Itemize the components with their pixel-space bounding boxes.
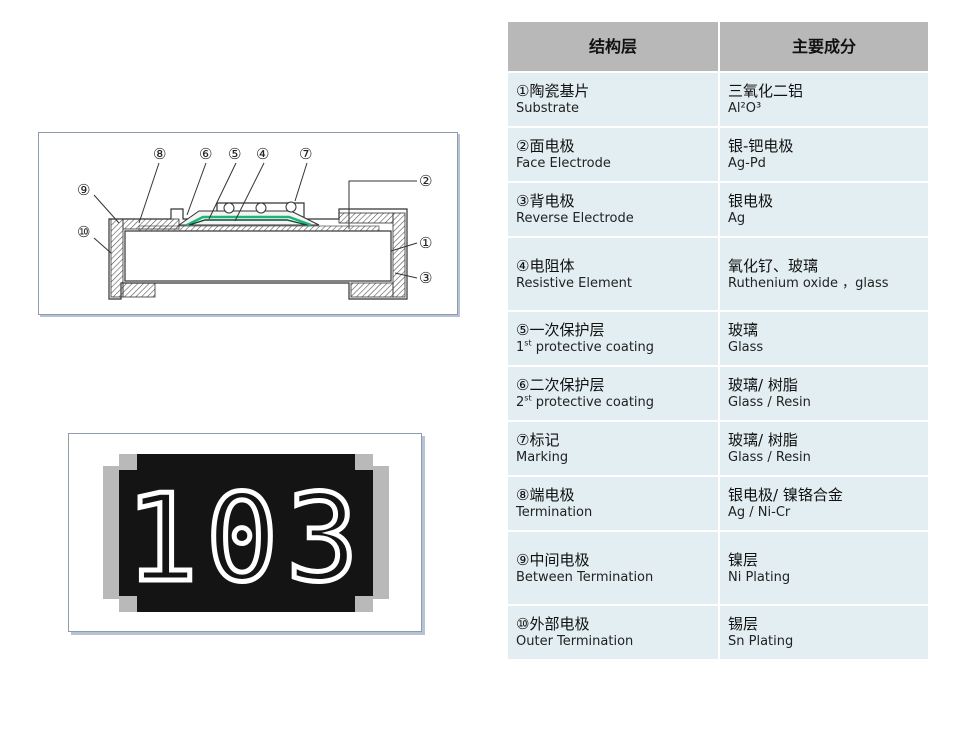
table-row: ⑨中间电极 Between Termination 镍层 Ni Plating xyxy=(508,532,928,604)
composition-cell: 三氧化二铝 Al²O³ xyxy=(720,73,928,126)
table-header-row: 结构层 主要成分 xyxy=(508,22,928,71)
callout-1: ① xyxy=(419,234,432,252)
table-row: ⑤一次保护层 1st protective coating 玻璃 Glass xyxy=(508,312,928,365)
composition-cell: 氧化钌、玻璃 Ruthenium oxide ，glass xyxy=(720,238,928,310)
left-termination-strip xyxy=(103,466,119,599)
right-termination-hatch xyxy=(392,212,406,298)
table-row: ①陶瓷基片 Substrate 三氧化二铝 Al²O³ xyxy=(508,73,928,126)
right-bottom-termination xyxy=(350,282,394,298)
table-row: ⑥二次保护层 2st protective coating 玻璃/ 树脂 Glass… xyxy=(508,367,928,420)
callout-7: ⑦ xyxy=(299,145,312,163)
right-top-termination xyxy=(338,212,394,224)
layer-cell: ③背电极 Reverse Electrode xyxy=(508,183,718,236)
composition-cell: 玻璃/ 树脂 Glass / Resin xyxy=(720,422,928,475)
resistor-body xyxy=(119,454,373,612)
callout-6: ⑥ xyxy=(199,145,212,163)
layer-cell: ①陶瓷基片 Substrate xyxy=(508,73,718,126)
cross-section-diagram: ⑧ ⑥ ⑤ ④ ⑦ ② ⑨ ⑩ ① ③ xyxy=(38,132,458,315)
chip-top-view: 103 xyxy=(68,433,422,632)
chip-svg: 103 xyxy=(103,454,389,612)
right-termination-strip xyxy=(373,466,389,599)
composition-cell: 银电极/ 镍铬合金 Ag / Ni-Cr xyxy=(720,477,928,530)
composition-cell: 锡层 Sn Plating xyxy=(720,606,928,659)
resistive-element-shape xyxy=(186,215,312,227)
right-cut-top xyxy=(355,454,373,470)
table-row: ④电阻体 Resistive Element 氧化钌、玻璃 Ruthenium ox… xyxy=(508,238,928,310)
callout-8: ⑧ xyxy=(153,145,166,163)
table-row: ⑧端电极 Termination 银电极/ 镍铬合金 Ag / Ni-Cr xyxy=(508,477,928,530)
left-termination-hatch xyxy=(110,218,124,298)
substrate-shape xyxy=(124,230,392,282)
composition-cell: 镍层 Ni Plating xyxy=(720,532,928,604)
right-cut-bottom xyxy=(355,596,373,612)
layer-cell: ④电阻体 Resistive Element xyxy=(508,238,718,310)
composition-cell: 银电极 Ag xyxy=(720,183,928,236)
callout-4: ④ xyxy=(256,145,269,163)
callout-2: ② xyxy=(419,172,432,190)
layer-cell: ⑩外部电极 Outer Termination xyxy=(508,606,718,659)
header-layer: 结构层 xyxy=(508,22,718,71)
resistive-element-inner xyxy=(188,219,308,226)
composition-cell: 银-钯电极 Ag-Pd xyxy=(720,128,928,181)
face-electrode-shape xyxy=(138,225,380,232)
layer-cell: ⑧端电极 Termination xyxy=(508,477,718,530)
layer-cell: ⑦标记 Marking xyxy=(508,422,718,475)
table-row: ③背电极 Reverse Electrode 银电极 Ag xyxy=(508,183,928,236)
layer-cell: ②面电极 Face Electrode xyxy=(508,128,718,181)
marking-bump xyxy=(223,202,235,214)
callout-5: ⑤ xyxy=(228,145,241,163)
left-cut-top xyxy=(119,454,137,470)
left-cut-bottom xyxy=(119,596,137,612)
composition-cell: 玻璃 Glass xyxy=(720,312,928,365)
marking-bump xyxy=(255,202,267,214)
callout-3: ③ xyxy=(419,269,432,287)
marking-bump xyxy=(285,201,297,213)
header-composition: 主要成分 xyxy=(720,22,928,71)
callout-10: ⑩ xyxy=(77,223,90,241)
composition-cell: 玻璃/ 树脂 Glass / Resin xyxy=(720,367,928,420)
table-row: ⑦标记 Marking 玻璃/ 树脂 Glass / Resin xyxy=(508,422,928,475)
table-row: ⑩外部电极 Outer Termination 锡层 Sn Plating xyxy=(508,606,928,659)
left-bottom-termination xyxy=(122,282,156,298)
layer-composition-table: 结构层 主要成分 ①陶瓷基片 Substrate 三氧化二铝 Al²O³ ②面电极 F… xyxy=(506,20,930,661)
layer-cell: ⑥二次保护层 2st protective coating xyxy=(508,367,718,420)
layer-cell: ⑨中间电极 Between Termination xyxy=(508,532,718,604)
table-row: ②面电极 Face Electrode 银-钯电极 Ag-Pd xyxy=(508,128,928,181)
callout-9: ⑨ xyxy=(77,181,90,199)
chip-marking: 103 xyxy=(126,470,367,609)
leader-lines xyxy=(93,162,418,279)
layer-cell: ⑤一次保护层 1st protective coating xyxy=(508,312,718,365)
cross-section-svg: ⑧ ⑥ ⑤ ④ ⑦ ② ⑨ ⑩ ① ③ xyxy=(77,145,432,300)
